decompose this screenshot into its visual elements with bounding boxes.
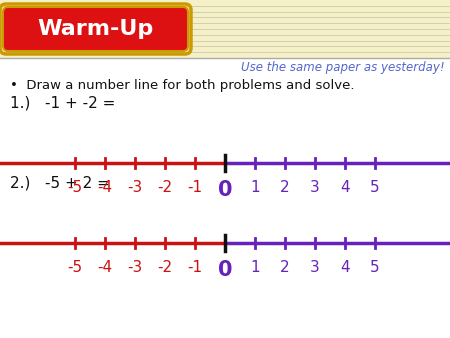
Text: -2: -2 xyxy=(158,180,172,195)
Text: Warm-Up: Warm-Up xyxy=(37,19,153,39)
FancyBboxPatch shape xyxy=(0,0,450,58)
Text: 2.)   -5 + 2 =: 2.) -5 + 2 = xyxy=(10,175,110,191)
Text: -1: -1 xyxy=(188,180,203,195)
Text: 4: 4 xyxy=(340,260,350,275)
Text: -5: -5 xyxy=(68,180,82,195)
FancyBboxPatch shape xyxy=(3,7,188,51)
Text: -3: -3 xyxy=(127,260,143,275)
Text: 1: 1 xyxy=(250,260,260,275)
Text: -1: -1 xyxy=(188,260,203,275)
Text: 3: 3 xyxy=(310,180,320,195)
Text: -2: -2 xyxy=(158,260,172,275)
Text: 5: 5 xyxy=(370,180,380,195)
Text: 3: 3 xyxy=(310,260,320,275)
Text: 0: 0 xyxy=(218,180,232,200)
Text: 2: 2 xyxy=(280,260,290,275)
Text: -5: -5 xyxy=(68,260,82,275)
Text: -4: -4 xyxy=(98,260,112,275)
Text: -3: -3 xyxy=(127,180,143,195)
Text: 4: 4 xyxy=(340,180,350,195)
Text: 1: 1 xyxy=(250,180,260,195)
Text: Use the same paper as yesterday!: Use the same paper as yesterday! xyxy=(241,62,445,74)
Text: 5: 5 xyxy=(370,260,380,275)
Text: -4: -4 xyxy=(98,180,112,195)
Text: 0: 0 xyxy=(218,260,232,280)
Text: 2: 2 xyxy=(280,180,290,195)
Text: •  Draw a number line for both problems and solve.: • Draw a number line for both problems a… xyxy=(10,78,355,92)
Text: 1.)   -1 + -2 =: 1.) -1 + -2 = xyxy=(10,96,115,111)
